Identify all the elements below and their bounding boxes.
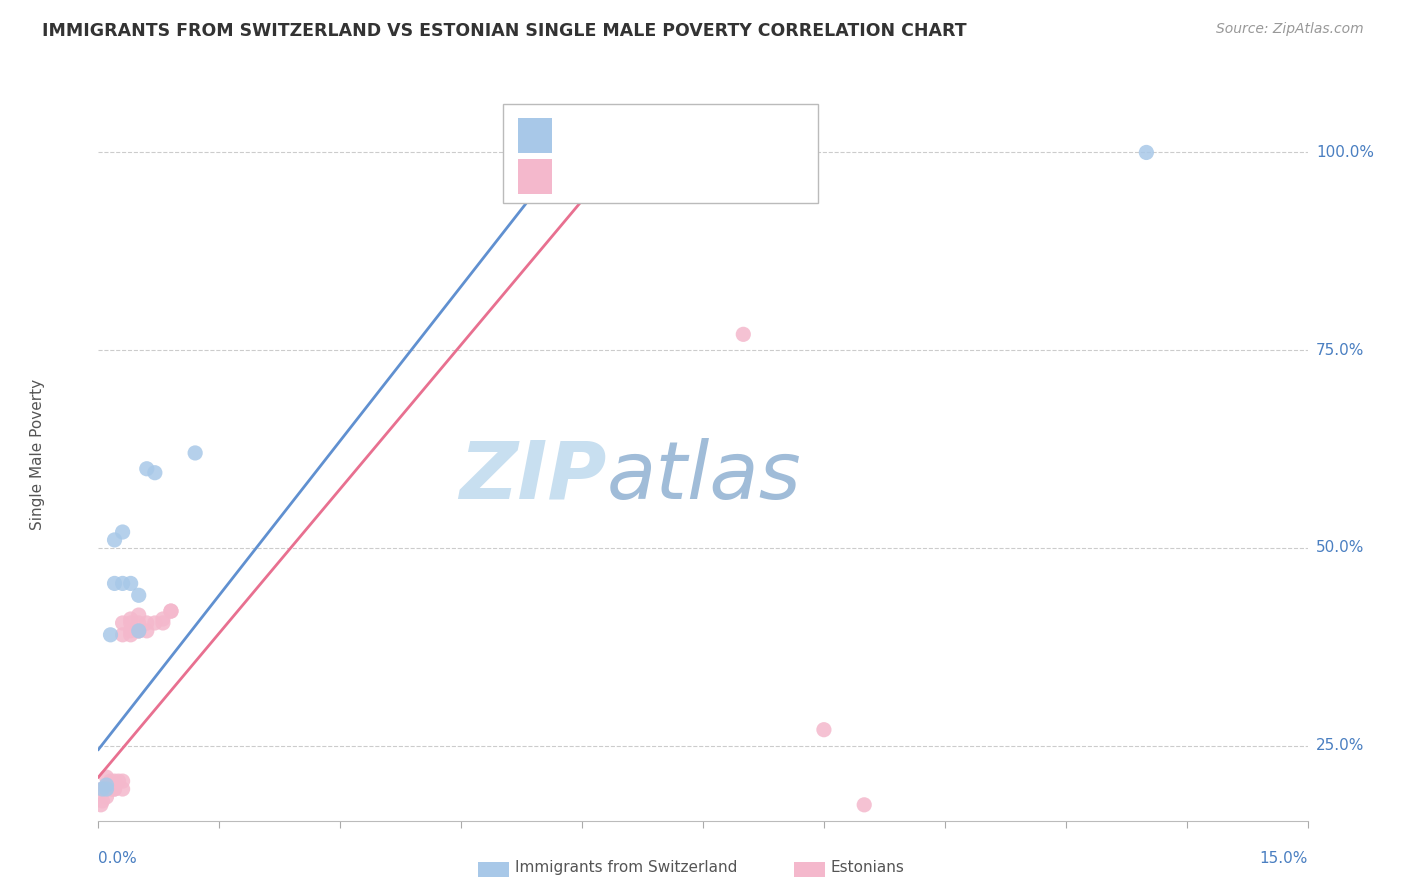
Point xyxy=(103,782,125,797)
Text: 15.0%: 15.0% xyxy=(1260,851,1308,866)
Point xyxy=(143,615,166,630)
Text: ZIP: ZIP xyxy=(458,438,606,516)
Point xyxy=(100,774,122,789)
Point xyxy=(160,604,183,618)
Point xyxy=(128,615,150,630)
Text: Estonians: Estonians xyxy=(831,860,905,874)
Point xyxy=(143,466,166,480)
Text: 0.0%: 0.0% xyxy=(98,851,138,866)
Point xyxy=(103,774,125,789)
Point xyxy=(96,782,118,797)
Point xyxy=(103,576,125,591)
Point xyxy=(135,462,157,476)
Point xyxy=(152,615,174,630)
FancyBboxPatch shape xyxy=(517,159,551,194)
Point xyxy=(120,612,142,626)
Point xyxy=(96,782,118,797)
Point xyxy=(111,615,134,630)
Point xyxy=(91,782,114,797)
Point xyxy=(813,723,835,737)
FancyBboxPatch shape xyxy=(517,118,551,153)
Point xyxy=(107,774,129,789)
Text: IMMIGRANTS FROM SWITZERLAND VS ESTONIAN SINGLE MALE POVERTY CORRELATION CHART: IMMIGRANTS FROM SWITZERLAND VS ESTONIAN … xyxy=(42,22,967,40)
Point xyxy=(160,604,183,618)
Point xyxy=(128,624,150,638)
Point xyxy=(184,446,207,460)
Point xyxy=(128,624,150,638)
Point xyxy=(135,624,157,638)
Point xyxy=(120,628,142,642)
FancyBboxPatch shape xyxy=(503,103,818,202)
Text: 50.0%: 50.0% xyxy=(1316,541,1364,556)
Point xyxy=(120,615,142,630)
Text: 75.0%: 75.0% xyxy=(1316,343,1364,358)
Point xyxy=(120,576,142,591)
Point xyxy=(733,327,755,342)
Text: Single Male Poverty: Single Male Poverty xyxy=(31,379,45,531)
Point xyxy=(128,588,150,602)
Point xyxy=(128,608,150,623)
Text: R = 0.816   N = 15: R = 0.816 N = 15 xyxy=(567,126,751,144)
Point xyxy=(135,615,157,630)
Point xyxy=(103,782,125,797)
Text: Source: ZipAtlas.com: Source: ZipAtlas.com xyxy=(1216,22,1364,37)
Point xyxy=(111,524,134,539)
Point xyxy=(111,576,134,591)
Point xyxy=(111,774,134,789)
Point xyxy=(96,770,118,784)
Point xyxy=(1135,145,1157,160)
Point xyxy=(128,624,150,638)
Point xyxy=(100,628,122,642)
Text: atlas: atlas xyxy=(606,438,801,516)
Point xyxy=(853,797,876,812)
Point xyxy=(96,789,118,804)
Text: 100.0%: 100.0% xyxy=(1316,145,1374,160)
Point xyxy=(91,794,114,808)
Point xyxy=(103,533,125,547)
Point xyxy=(152,612,174,626)
Point xyxy=(96,778,118,792)
Point xyxy=(90,797,112,812)
Text: Immigrants from Switzerland: Immigrants from Switzerland xyxy=(515,860,737,874)
Point xyxy=(91,782,114,797)
Text: R = 0.755   N = 34: R = 0.755 N = 34 xyxy=(567,167,751,185)
Text: 25.0%: 25.0% xyxy=(1316,738,1364,753)
Point xyxy=(111,782,134,797)
Point xyxy=(120,624,142,638)
Point xyxy=(111,628,134,642)
Point xyxy=(100,782,122,797)
